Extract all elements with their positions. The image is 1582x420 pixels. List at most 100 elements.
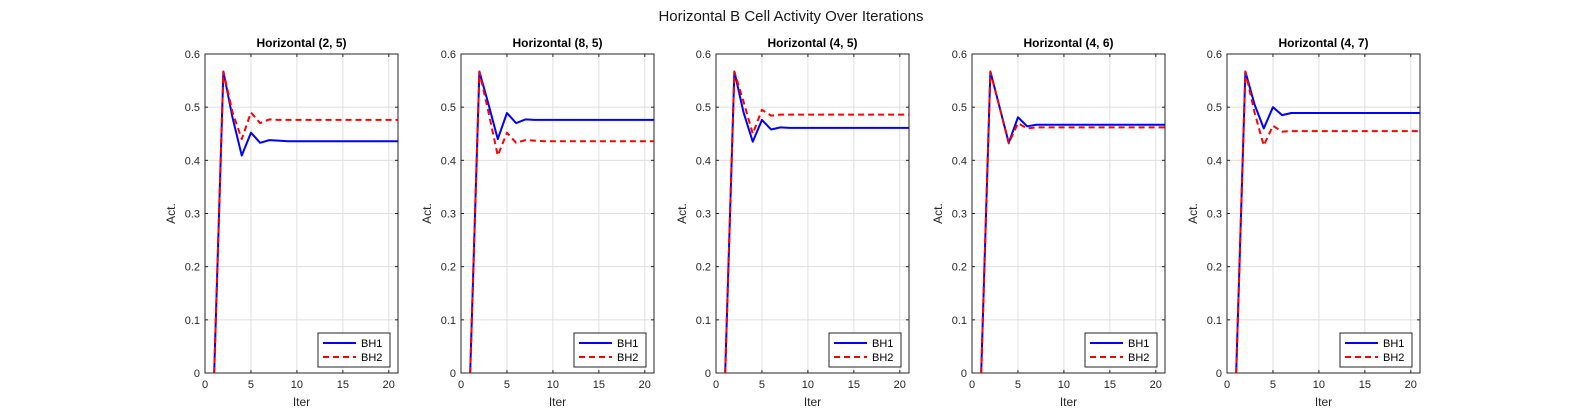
x-axis-label: Iter: [293, 395, 310, 409]
x-tick-label: 10: [1313, 379, 1325, 391]
series-line-bh1: [213, 70, 398, 374]
legend-box: [317, 332, 391, 368]
x-tick-label: 15: [1104, 379, 1116, 391]
legend-box: [1084, 332, 1158, 368]
y-tick-label: 0.1: [952, 315, 967, 327]
y-tick-label: 0.3: [1207, 209, 1222, 221]
x-tick-label: 0: [713, 379, 719, 391]
y-tick-label: 0.5: [952, 102, 967, 114]
y-tick-label: 0.2: [952, 262, 967, 274]
legend-label-bh1: BH1: [617, 338, 638, 350]
x-tick-label: 0: [202, 379, 208, 391]
legend-label-bh2: BH2: [617, 352, 638, 364]
y-tick-label: 0.1: [1207, 315, 1222, 327]
x-tick-label: 20: [639, 379, 651, 391]
y-tick-label: 0.5: [1207, 102, 1222, 114]
x-axis-label: Iter: [804, 395, 821, 409]
legend-label-bh1: BH1: [1383, 338, 1404, 350]
subplot-4: 0 5 10 15 20 0 0.1 0.2 0.3 0.4 0.5 0.6 Horizontal (4…: [931, 36, 1166, 409]
y-tick-label: 0.4: [696, 155, 711, 167]
subplot-title: Horizontal (4, 6): [1023, 36, 1113, 50]
x-tick-label: 20: [1150, 379, 1162, 391]
x-tick-label: 15: [337, 379, 349, 391]
y-axis-label: Act.: [1186, 203, 1200, 224]
y-tick-label: 0.3: [441, 209, 456, 221]
y-axis-label: Act.: [164, 203, 178, 224]
x-tick-label: 20: [894, 379, 906, 391]
y-tick-label: 0.3: [185, 209, 200, 221]
subplot-1: 0 5 10 15 20 0 0.1 0.2 0.3 0.4 0.5 0.6 Horizontal (2…: [164, 36, 399, 409]
y-tick-label: 0.5: [696, 102, 711, 114]
y-tick-label: 0.6: [185, 49, 200, 61]
x-tick-label: 10: [802, 379, 814, 391]
subplot-title: Horizontal (2, 5): [256, 36, 346, 50]
x-tick-label: 5: [1015, 379, 1021, 391]
series-line-bh2: [724, 70, 909, 374]
y-tick-label: 0.5: [441, 102, 456, 114]
x-tick-label: 5: [504, 379, 510, 391]
y-tick-label: 0.4: [952, 155, 967, 167]
y-axis-label: Act.: [931, 203, 945, 224]
y-tick-label: 0.2: [1207, 262, 1222, 274]
y-tick-label: 0.2: [696, 262, 711, 274]
y-tick-label: 0.3: [696, 209, 711, 221]
subplot-title: Horizontal (4, 5): [767, 36, 857, 50]
legend-label-bh2: BH2: [361, 352, 382, 364]
subplot-5: 0 5 10 15 20 0 0.1 0.2 0.3 0.4 0.5 0.6 Horizontal (4…: [1186, 36, 1421, 409]
y-tick-label: 0: [705, 368, 711, 380]
y-tick-label: 0.5: [185, 102, 200, 114]
x-tick-label: 15: [848, 379, 860, 391]
y-tick-label: 0.6: [952, 49, 967, 61]
y-axis-label: Act.: [420, 203, 434, 224]
y-tick-label: 0: [961, 368, 967, 380]
subplot-2: 0 5 10 15 20 0 0.1 0.2 0.3 0.4 0.5 0.6 Horizontal (8…: [420, 36, 655, 409]
subplot-3: 0 5 10 15 20 0 0.1 0.2 0.3 0.4 0.5 0.6 Horizontal (4…: [675, 36, 910, 409]
subplot-title: Horizontal (4, 7): [1278, 36, 1368, 50]
legend-label-bh2: BH2: [872, 352, 893, 364]
y-tick-label: 0: [1216, 368, 1222, 380]
x-tick-label: 10: [1058, 379, 1070, 391]
series-line-bh1: [469, 70, 654, 374]
y-tick-label: 0.2: [441, 262, 456, 274]
series-line-bh1: [724, 70, 909, 374]
subplot-title: Horizontal (8, 5): [512, 36, 602, 50]
x-tick-label: 0: [458, 379, 464, 391]
x-tick-label: 5: [248, 379, 254, 391]
y-tick-label: 0.1: [696, 315, 711, 327]
x-axis-label: Iter: [549, 395, 566, 409]
y-tick-label: 0.4: [185, 155, 200, 167]
y-tick-label: 0.2: [185, 262, 200, 274]
x-tick-label: 5: [1270, 379, 1276, 391]
y-tick-label: 0.6: [696, 49, 711, 61]
y-axis-label: Act.: [675, 203, 689, 224]
x-tick-label: 0: [969, 379, 975, 391]
series-line-bh1: [1235, 70, 1420, 374]
legend-label-bh2: BH2: [1383, 352, 1404, 364]
figure-title: Horizontal B Cell Activity Over Iteratio…: [658, 8, 924, 25]
legend-label-bh1: BH1: [1128, 338, 1149, 350]
legend-box: [1339, 332, 1413, 368]
legend-box: [828, 332, 902, 368]
legend-label-bh2: BH2: [1128, 352, 1149, 364]
y-tick-label: 0.6: [441, 49, 456, 61]
x-tick-label: 20: [383, 379, 395, 391]
y-tick-label: 0: [194, 368, 200, 380]
series-line-bh2: [213, 70, 398, 374]
x-axis-label: Iter: [1060, 395, 1077, 409]
y-tick-label: 0.6: [1207, 49, 1222, 61]
series-line-bh2: [1235, 70, 1420, 374]
x-tick-label: 20: [1405, 379, 1417, 391]
x-axis-label: Iter: [1315, 395, 1332, 409]
y-tick-label: 0.1: [441, 315, 456, 327]
y-tick-label: 0.4: [1207, 155, 1222, 167]
x-tick-label: 10: [547, 379, 559, 391]
legend-label-bh1: BH1: [872, 338, 893, 350]
series-line-bh2: [980, 70, 1165, 374]
y-tick-label: 0.4: [441, 155, 456, 167]
